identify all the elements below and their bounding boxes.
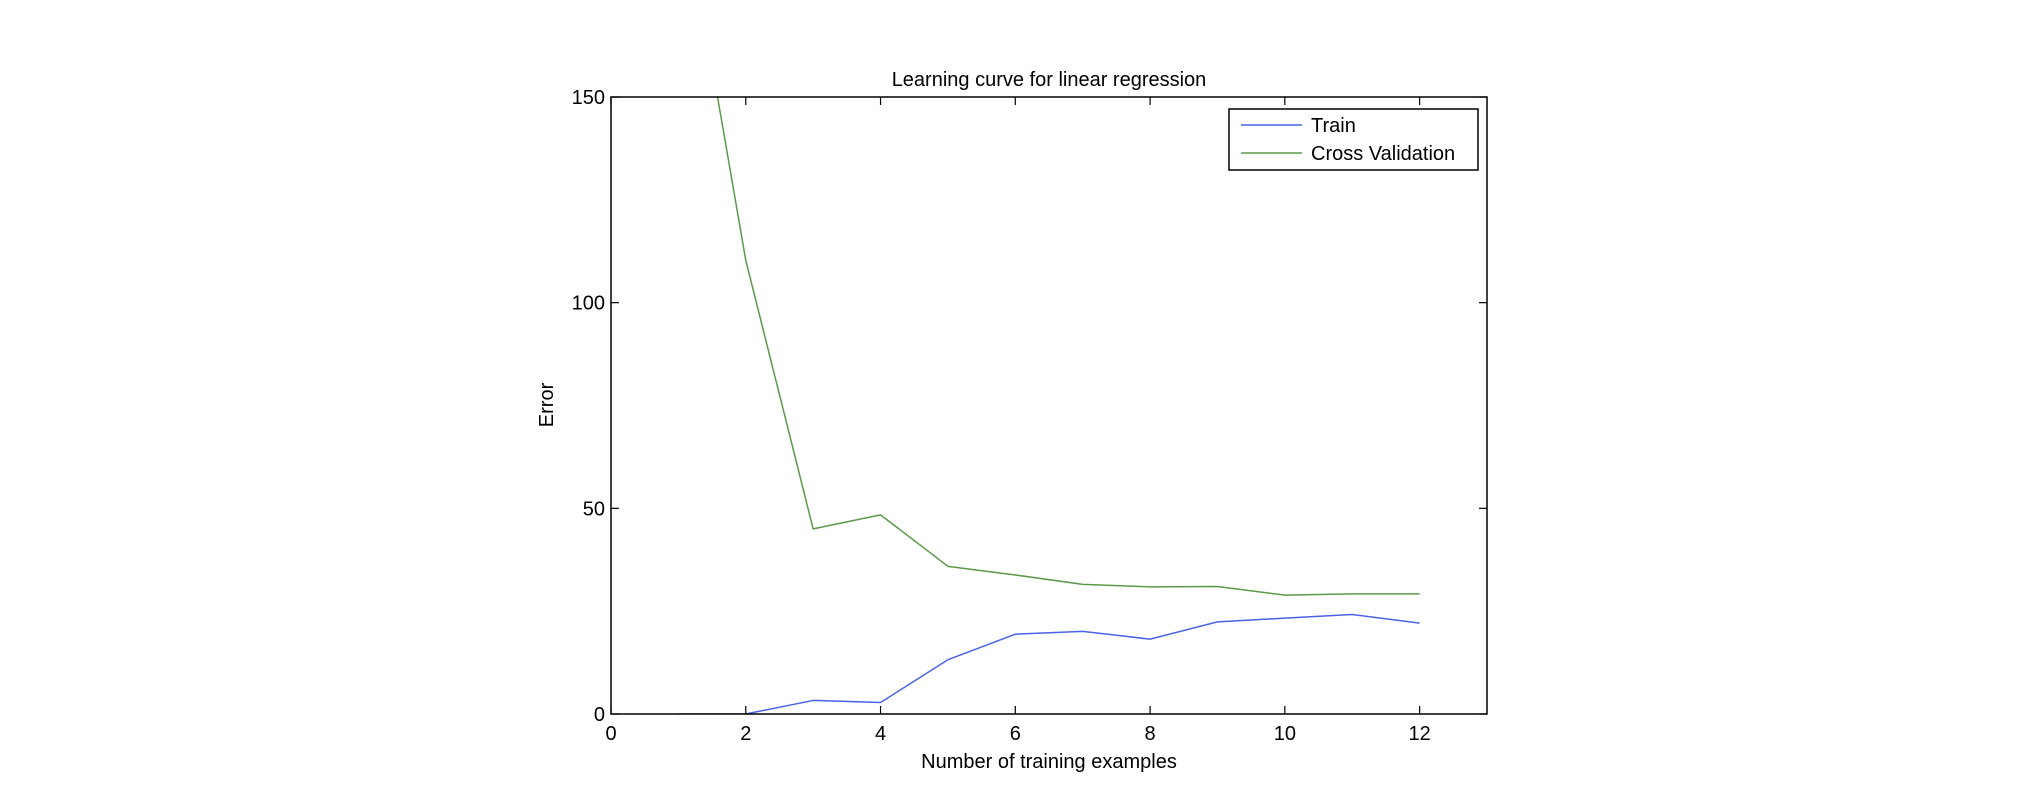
ticks-layer xyxy=(610,96,1487,715)
x-tick-label: 4 xyxy=(875,723,886,745)
x-axis-label: Number of training examples xyxy=(921,751,1177,773)
x-tick-label: 6 xyxy=(1010,723,1021,745)
y-axis-label: Error xyxy=(536,382,558,427)
series-line-cross-validation xyxy=(716,97,1420,596)
legend-box xyxy=(1228,108,1479,171)
plot-area-background xyxy=(611,97,1487,714)
x-tick-label: 10 xyxy=(1274,723,1296,745)
x-tick-label: 12 xyxy=(1408,723,1430,745)
y-tick-label: 100 xyxy=(572,293,605,315)
tick-labels-layer: 0 2 4 6 8 10 12 0 50 100 150 xyxy=(572,87,1431,745)
plot-area-frame xyxy=(610,96,1488,715)
chart-title: Learning curve for linear regression xyxy=(892,69,1207,91)
legend: Train Cross Validation xyxy=(1228,108,1479,171)
x-tick-label: 2 xyxy=(740,723,751,745)
series-layer xyxy=(678,97,1420,714)
y-tick-label: 150 xyxy=(572,87,605,109)
y-tick-label: 50 xyxy=(583,498,605,520)
legend-label-cross-validation: Cross Validation xyxy=(1311,143,1455,165)
y-tick-label: 0 xyxy=(594,704,605,726)
x-tick-label: 8 xyxy=(1145,723,1156,745)
series-line-train xyxy=(678,613,1420,714)
legend-label-train: Train xyxy=(1311,115,1356,137)
x-tick-label: 0 xyxy=(605,723,616,745)
